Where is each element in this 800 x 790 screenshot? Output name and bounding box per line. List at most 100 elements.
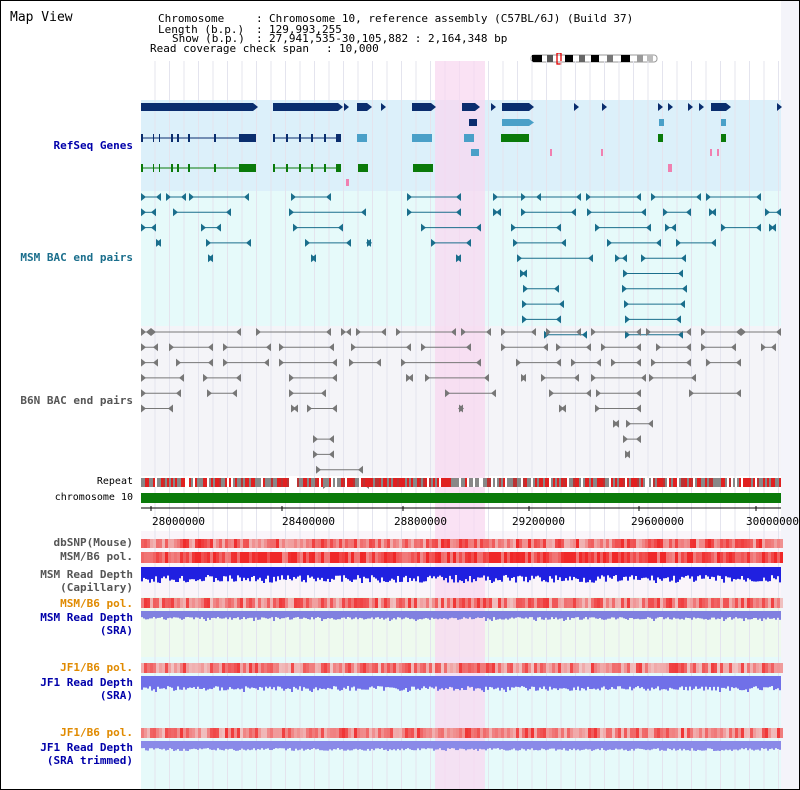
read-depth-bar xyxy=(523,567,525,582)
polymorphism-mark xyxy=(765,663,768,673)
read-depth-bar xyxy=(143,567,145,578)
b6n-bac-pair-end xyxy=(179,373,184,382)
polymorphism-mark xyxy=(270,539,273,548)
polymorphism-mark xyxy=(330,598,333,608)
read-depth-bar xyxy=(281,676,283,689)
axis-tick-label: 28800000 xyxy=(394,515,447,528)
read-depth-bar xyxy=(505,741,507,751)
polymorphism-mark xyxy=(192,728,195,738)
repeat-mark xyxy=(507,478,509,487)
read-depth-bar xyxy=(499,741,501,750)
read-depth-bar xyxy=(269,567,271,583)
polymorphism-mark xyxy=(204,728,207,738)
read-depth-bar xyxy=(357,567,359,576)
read-depth-bar xyxy=(723,611,725,621)
axis-tick-label: 28400000 xyxy=(282,515,335,528)
read-depth-bar xyxy=(311,611,313,618)
read-depth-bar xyxy=(375,611,377,618)
gene-strand-arrow xyxy=(253,103,258,111)
polymorphism-mark xyxy=(315,552,318,563)
polymorphism-mark xyxy=(711,598,714,608)
read-depth-bar xyxy=(713,741,715,751)
read-depth-bar xyxy=(243,676,245,692)
read-depth-bar xyxy=(305,741,307,750)
read-depth-bar xyxy=(361,676,363,690)
read-depth-bar xyxy=(147,567,149,580)
repeat-mark xyxy=(211,478,213,487)
read-depth-bar xyxy=(285,741,287,751)
read-depth-bar xyxy=(537,676,539,691)
read-depth-bar xyxy=(635,611,637,619)
repeat-mark xyxy=(409,478,411,487)
polymorphism-mark xyxy=(444,598,447,608)
read-depth-bar xyxy=(165,741,167,751)
polymorphism-mark xyxy=(618,728,621,738)
polymorphism-mark xyxy=(408,663,411,673)
read-depth-bar xyxy=(645,741,647,751)
b6n-bac-pair-end xyxy=(501,328,506,336)
polymorphism-mark xyxy=(429,728,432,738)
read-depth-bar xyxy=(587,676,589,687)
read-depth-bar xyxy=(213,567,215,582)
read-depth-bar xyxy=(221,676,223,688)
read-depth-bar xyxy=(297,567,299,577)
repeat-mark xyxy=(259,478,261,487)
read-depth-bar xyxy=(365,611,367,620)
read-depth-bar xyxy=(277,676,279,687)
msm-depth-sra-label-2: (SRA) xyxy=(99,624,133,637)
axis-tick-label: 30000000 xyxy=(746,515,799,528)
jf1-depth-sra-label-2: (SRA) xyxy=(99,689,133,702)
read-depth-bar xyxy=(507,676,509,687)
read-depth-bar xyxy=(237,676,239,689)
read-depth-bar xyxy=(389,611,391,621)
polymorphism-mark xyxy=(504,598,507,608)
read-depth-bar xyxy=(685,741,687,751)
repeat-mark xyxy=(251,478,253,487)
polymorphism-mark xyxy=(237,552,240,563)
polymorphism-mark xyxy=(531,728,534,738)
msm-bac-pair-end xyxy=(326,193,331,201)
repeat-mark xyxy=(449,478,451,487)
read-depth-bar xyxy=(319,567,321,580)
read-depth-bar xyxy=(631,741,633,749)
read-depth-bar xyxy=(709,567,711,579)
polymorphism-mark xyxy=(648,539,651,548)
read-depth-bar xyxy=(265,676,267,687)
polymorphism-mark xyxy=(432,539,435,548)
repeat-mark xyxy=(579,478,581,487)
polymorphism-mark xyxy=(696,598,699,608)
read-depth-bar xyxy=(417,676,419,689)
polymorphism-mark xyxy=(369,728,372,738)
repeat-mark xyxy=(431,478,433,487)
read-depth-bar xyxy=(663,611,665,620)
read-depth-bar xyxy=(491,611,493,621)
read-depth-bar xyxy=(369,567,371,583)
read-depth-bar xyxy=(315,567,317,582)
read-depth-bar xyxy=(559,611,561,619)
polymorphism-mark xyxy=(525,598,528,608)
polymorphism-mark xyxy=(678,663,681,673)
read-depth-bar xyxy=(377,567,379,581)
read-depth-bar xyxy=(197,611,199,618)
b6n-bac-pair-end xyxy=(641,373,646,382)
msm-bac-pair-end xyxy=(678,330,683,339)
read-depth-bar xyxy=(589,741,591,750)
polymorphism-mark xyxy=(351,728,354,738)
polymorphism-mark xyxy=(588,728,591,738)
b6n-bac-pair-end xyxy=(326,328,331,336)
gene-exon xyxy=(239,164,251,172)
polymorphism-mark xyxy=(453,663,456,673)
read-depth-bar xyxy=(563,741,565,749)
repeat-mark xyxy=(729,478,731,487)
chromosome-ideogram[interactable] xyxy=(529,53,661,65)
polymorphism-mark xyxy=(201,598,204,608)
read-depth-bar xyxy=(595,741,597,750)
read-depth-bar xyxy=(641,567,643,579)
read-depth-bar xyxy=(455,676,457,689)
polymorphism-mark xyxy=(342,539,345,548)
msm-bac-pair-end xyxy=(559,300,564,309)
read-depth-bar xyxy=(549,611,551,620)
repeat-mark xyxy=(441,478,443,487)
polymorphism-mark xyxy=(357,552,360,563)
